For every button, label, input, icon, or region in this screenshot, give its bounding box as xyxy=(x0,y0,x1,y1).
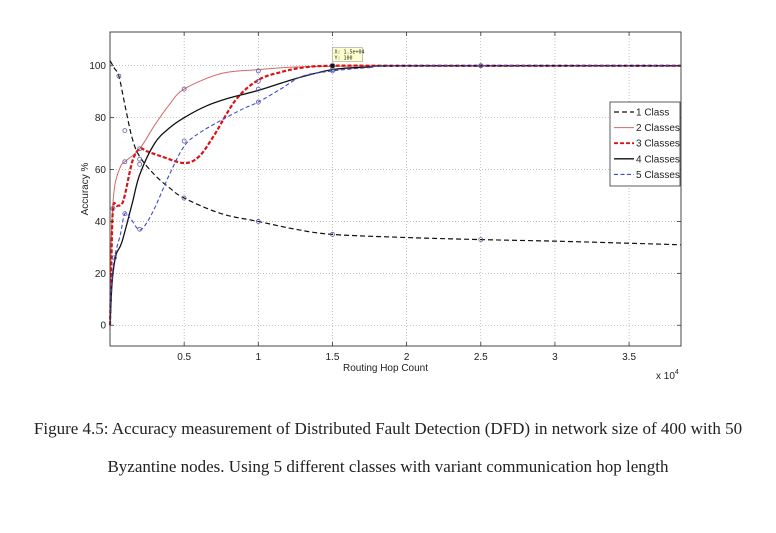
series-marker-5 xyxy=(255,99,261,105)
legend: 1 Class 2 Classes 3 Classes 4 Classes 5 Clas… xyxy=(609,101,681,187)
series-marker-5 xyxy=(181,138,187,144)
legend-label-4: 4 Classes xyxy=(636,154,680,165)
tick-labels: 0 20 40 60 80 100 0.5 1 1.5 2 2.5 3 3.5 xyxy=(89,61,636,363)
series-marker-4 xyxy=(255,86,261,92)
x-tick-label: 3.5 xyxy=(622,352,636,363)
series-line-1 xyxy=(109,60,682,246)
series-marker-4 xyxy=(137,161,143,167)
axes xyxy=(109,31,682,347)
series-marker-3 xyxy=(110,206,116,211)
data-tip-x: X: 1.5e+04 xyxy=(334,50,364,56)
series-marker-2 xyxy=(255,68,261,74)
series-marker-5 xyxy=(122,211,128,217)
series-line-3 xyxy=(108,64,681,326)
y-tick-label: 100 xyxy=(89,61,106,72)
legend-label-1: 1 Class xyxy=(636,108,669,119)
data-tip[interactable]: X: 1.5e+04 Y: 100 xyxy=(330,47,365,68)
y-tick-label: 60 xyxy=(95,165,107,176)
series-marker-2 xyxy=(122,159,128,165)
y-axis-label: Accuracy % xyxy=(80,162,91,215)
x-axis-label: Routing Hop Count xyxy=(343,363,428,374)
plot-background xyxy=(110,32,681,346)
legend-label-5: 5 Classes xyxy=(636,170,680,181)
x-tick-label: 3 xyxy=(552,352,558,363)
series-marker-5 xyxy=(478,63,484,69)
series-marker-2 xyxy=(181,86,187,92)
figure-caption: Figure 4.5: Accuracy measurement of Dist… xyxy=(33,419,743,476)
series-marker-3 xyxy=(255,78,261,84)
data-tip-y: Y: 100 xyxy=(334,56,352,62)
series-marker-1 xyxy=(255,219,261,224)
series-marker-5 xyxy=(112,255,117,261)
data-tip-point xyxy=(330,63,335,68)
data-tip-box xyxy=(332,47,363,62)
axes-frame xyxy=(109,31,682,347)
x-tick-label: 0.5 xyxy=(177,352,191,363)
series-marker-5 xyxy=(137,226,143,232)
series-marker-5 xyxy=(330,68,335,74)
x-tick-label: 2 xyxy=(404,352,410,363)
x-tick-label: 1 xyxy=(256,352,262,363)
x-tick-label: 2.5 xyxy=(474,352,488,363)
y-tick-label: 20 xyxy=(95,269,107,280)
x-multiplier-exponent: 4 xyxy=(675,369,679,376)
y-tick-label: 80 xyxy=(95,113,107,124)
series-marker-1 xyxy=(478,237,484,243)
y-tick-label: 40 xyxy=(95,217,107,228)
series-marker-1 xyxy=(116,73,122,79)
plot-area xyxy=(110,32,681,346)
series-marker-1 xyxy=(181,195,187,201)
chart: 0 20 40 60 80 100 0.5 1 1.5 2 2.5 3 3.5 Routing Hop … xyxy=(80,31,682,382)
series-marker-3 xyxy=(137,146,143,152)
y-tick-label: 0 xyxy=(100,321,106,332)
x-axis-multiplier: x 104 xyxy=(656,369,679,382)
series-line-5 xyxy=(109,65,682,326)
series-marker-1 xyxy=(330,232,335,237)
x-tick-label: 1.5 xyxy=(326,352,340,363)
legend-label-2: 2 Classes xyxy=(636,123,680,134)
x-multiplier-base: x 10 xyxy=(656,371,675,382)
series-marker-1 xyxy=(137,156,143,162)
series-layer xyxy=(108,60,682,326)
series-marker-1 xyxy=(122,128,128,134)
legend-label-3: 3 Classes xyxy=(636,139,680,150)
